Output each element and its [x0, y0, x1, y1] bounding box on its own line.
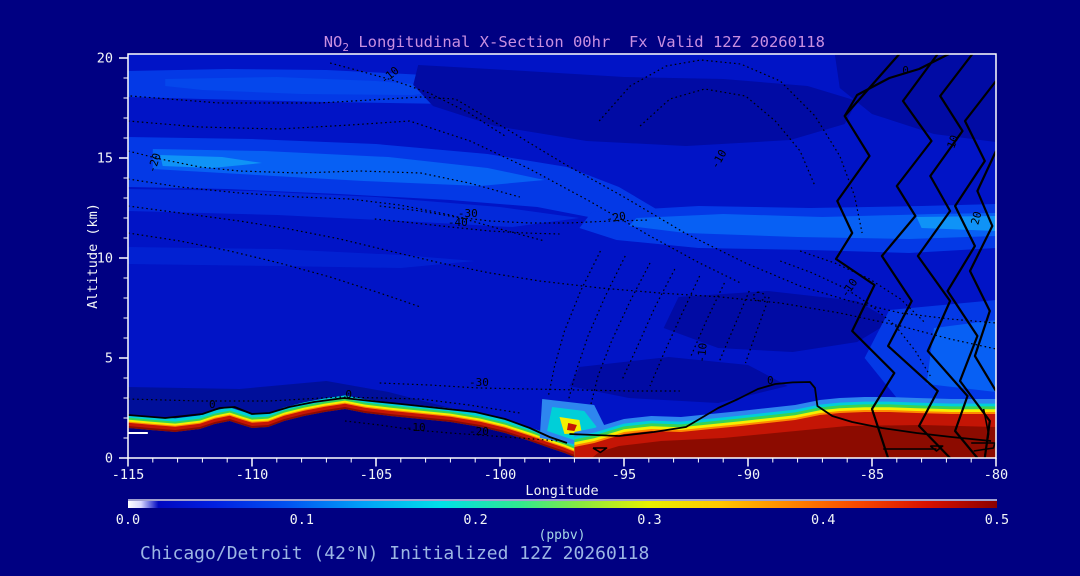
x-tick-label: -100 — [484, 467, 517, 483]
solid-contour-line — [971, 442, 996, 452]
field-region-mid-subband — [128, 247, 476, 268]
plot-frame — [127, 53, 997, 459]
dashed-contour-line — [547, 250, 601, 397]
contour-label: 0 — [345, 388, 352, 401]
solid-contour-line — [982, 408, 990, 457]
field-region-right-bright-low-core — [926, 320, 996, 392]
colorbar-tick-label: 0.2 — [463, 512, 487, 528]
field-region-left-subband — [128, 189, 580, 227]
dashed-contour-line — [718, 290, 750, 362]
colorbar-tick-label: 0.3 — [637, 512, 661, 528]
field-region-right-band-core — [629, 213, 996, 239]
contour-label: 0 — [767, 374, 774, 387]
filled-contour-field — [128, 54, 996, 458]
contour-label: -40 — [448, 216, 468, 229]
dashed-contour-line — [567, 255, 626, 402]
y-tick-label: 20 — [97, 51, 113, 67]
dashed-contour-line — [598, 59, 863, 234]
contour-label: -20 — [469, 425, 489, 438]
dashed-contour-line — [379, 205, 651, 224]
dashed-contour-line — [128, 178, 545, 242]
y-axis-title: Altitude (km) — [85, 203, 101, 309]
colorbar-tick-label: 0.0 — [116, 512, 140, 528]
field-region-mid-dark-2 — [569, 357, 788, 403]
field-region-upper-band-core — [165, 77, 463, 95]
field-region-mid-dark-1 — [663, 291, 892, 352]
x-tick-label: -80 — [984, 467, 1008, 483]
terrain-ground-mask — [128, 409, 575, 458]
solid-contour-line — [569, 381, 992, 442]
y-tick-label: 0 — [105, 451, 113, 467]
contour-label: -10 — [695, 342, 710, 363]
field-region-dark-top — [413, 65, 858, 146]
chart-title: NO2 Longitudinal X-Section 00hr Fx Valid… — [258, 33, 871, 54]
x-tick-label: -85 — [860, 467, 884, 483]
x-tick-label: -115 — [112, 467, 145, 483]
solid-contour-line — [929, 445, 944, 452]
contour-label: -30 — [458, 207, 478, 220]
dashed-contour-line — [344, 420, 560, 442]
colorbar: 0.0 0.1 0.2 0.3 0.4 0.5 — [116, 499, 1009, 528]
dashed-contour-line — [128, 120, 741, 284]
dashed-contour-line — [589, 262, 651, 407]
surface-hotspot-red — [567, 423, 577, 431]
dashed-contour-line — [128, 150, 520, 198]
dashed-contour-line — [374, 218, 560, 235]
run-caption: Chicago/Detroit (42°N) Initialized 12Z 2… — [140, 543, 649, 564]
dashed-contour-line — [329, 62, 506, 137]
dashed-contour-line — [649, 275, 701, 387]
dashed-contour-line — [128, 396, 520, 414]
colorbar-tick-label: 0.1 — [290, 512, 314, 528]
solid-contour-line — [843, 54, 950, 117]
field-region-left-band-spot — [160, 155, 262, 168]
colorbar-tick-label: 0.5 — [985, 512, 1009, 528]
dashed-contour-line — [799, 250, 926, 324]
y-tick-label: 10 — [97, 251, 113, 267]
contour-label: -10 — [406, 421, 426, 434]
x-tick-label: -105 — [360, 467, 393, 483]
colorbar-units-label: (ppbv) — [539, 528, 586, 543]
field-region-right-band-bright — [916, 216, 996, 231]
y-tick-label: 15 — [97, 151, 113, 167]
dashed-contour-line — [130, 95, 996, 324]
solid-contour-line — [946, 80, 996, 458]
y-tick-label: 5 — [105, 351, 113, 367]
solid-contour-line — [128, 397, 568, 444]
overlay-contours — [128, 54, 996, 458]
solid-contour-line — [834, 54, 901, 458]
field-region-left-band-core — [152, 149, 545, 186]
contour-label: 0 — [902, 64, 909, 77]
contour-label: 10 — [945, 133, 962, 150]
dashed-contour-line — [128, 232, 421, 308]
colorbar-tick-label: 0.4 — [811, 512, 835, 528]
solid-contour-line — [592, 447, 608, 454]
contour-label: -30 — [469, 376, 489, 389]
dashed-contour-line — [779, 260, 931, 377]
x-tick-label: -95 — [612, 467, 636, 483]
solid-contour-line — [880, 54, 951, 458]
colorbar-gradient — [128, 501, 997, 508]
x-axis-title: Longitude — [525, 483, 598, 499]
contour-label: -20 — [145, 151, 164, 174]
contour-label: 20 — [969, 210, 985, 226]
solid-contour-line — [968, 150, 996, 392]
x-tick-label: -110 — [236, 467, 269, 483]
contour-label: -20 — [605, 209, 627, 225]
solid-contour-line — [916, 54, 979, 458]
contour-label: 0 — [209, 398, 216, 411]
x-tick-label: -90 — [736, 467, 760, 483]
